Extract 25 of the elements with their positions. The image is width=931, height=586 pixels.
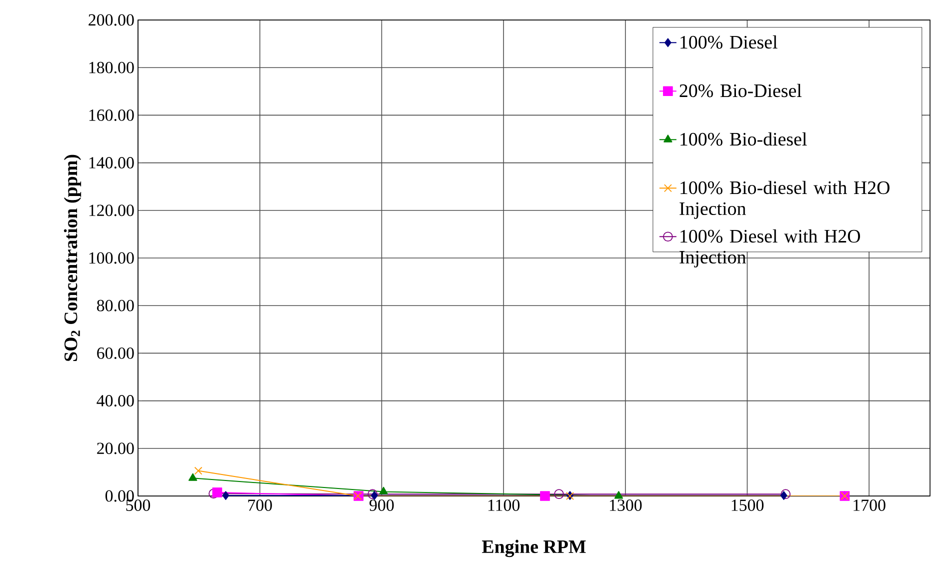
y-tick-label: 200.00 [88, 14, 134, 26]
y-tick-label: 20.00 [97, 442, 134, 454]
legend-label: 100% Bio-diesel [680, 132, 807, 146]
y-axis-title: SO$_{2}$ Concentration (ppm) [64, 154, 82, 361]
y-tick-label: 120.00 [89, 204, 134, 216]
legend-label: 100% Diesel [680, 35, 778, 49]
x-tick-label: 700 [248, 500, 272, 511]
x-tick-label: 1300 [610, 500, 642, 511]
x-tick-label: 900 [370, 500, 394, 511]
y-tick-label: 100.00 [89, 252, 134, 264]
y-tick-label: 80.00 [97, 300, 134, 312]
x-tick-label: 500 [126, 500, 150, 511]
legend-label: 100% Bio-diesel with H2O Injection [680, 180, 890, 219]
y-tick-label: 160.00 [89, 109, 134, 121]
y-tick-label: 60.00 [97, 347, 134, 359]
legend-label: 100% Diesel with H2O Injection [680, 229, 860, 268]
y-tick-label: 40.00 [96, 395, 134, 407]
x-tick-label: 1700 [854, 500, 886, 511]
x-tick-label: 1500 [732, 500, 764, 511]
x-tick-label: 1100 [488, 500, 520, 511]
y-tick-label: 0.00 [105, 490, 134, 502]
y-tick-label: 140.00 [89, 157, 134, 169]
y-tick-label: 180.00 [89, 62, 134, 74]
x-axis-title: Engine RPM [482, 540, 586, 558]
legend-label: 20% Bio-Diesel [680, 84, 802, 98]
